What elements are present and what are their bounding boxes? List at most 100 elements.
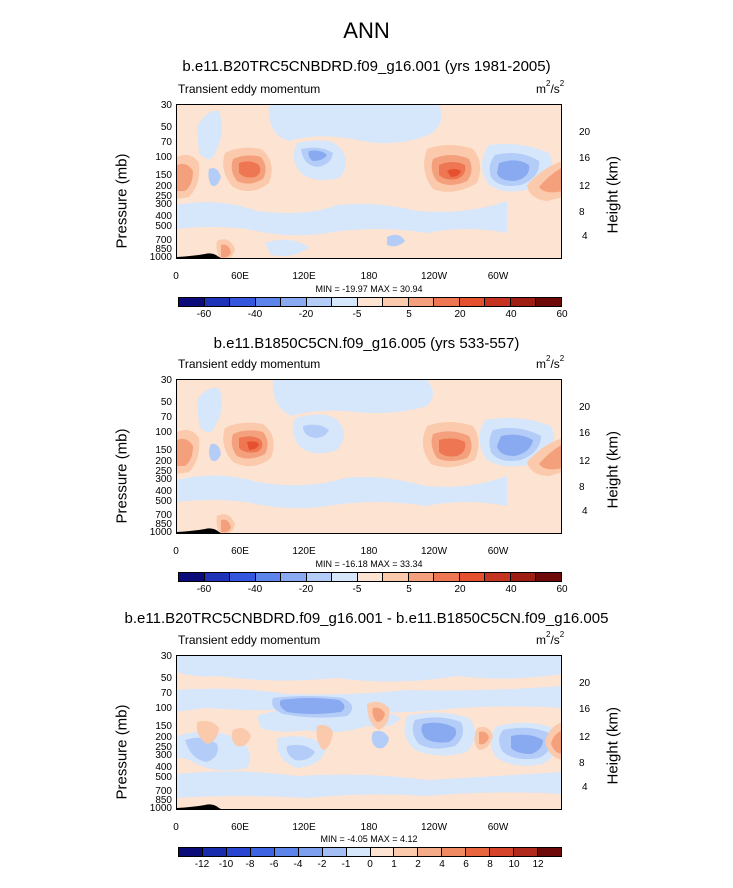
panel-3-title: b.e11.B20TRC5CNBDRD.f09_g16.001 - b.e11.… (124, 610, 609, 627)
positive-region (239, 161, 261, 178)
negative-region (497, 160, 530, 181)
colorbar-box (255, 298, 282, 306)
colorbar-box (332, 573, 358, 581)
panel-2-colorbar (178, 572, 562, 582)
ytick: 150 (155, 721, 172, 732)
topography (177, 253, 221, 258)
ytick: 250 (155, 466, 172, 477)
colorbar-label: 20 (454, 309, 466, 320)
colorbar-box (202, 848, 227, 856)
colorbar-box (370, 848, 395, 856)
ytick: 1000 (149, 527, 172, 538)
xtick: 60E (231, 546, 249, 557)
panel-2-contour-field (177, 380, 561, 533)
ytick: 100 (155, 152, 172, 163)
panel-2-ylabel: Pressure (mb) (113, 428, 131, 524)
panel-3-minmax: MIN = -4.05 MAX = 4.12 (320, 834, 418, 844)
ytick: 500 (155, 221, 172, 232)
positive-region (177, 438, 193, 466)
ytick-right: 16 (579, 704, 591, 715)
ytick-right: 4 (582, 231, 588, 242)
negative-region (387, 234, 405, 247)
ytick-right: 12 (579, 181, 591, 192)
ytick: 250 (155, 742, 172, 753)
ytick: 70 (160, 688, 172, 699)
panel-1-ylabel-right: Height (km) (604, 155, 622, 234)
xtick: 120E (292, 271, 316, 282)
colorbar-label: -4 (293, 859, 303, 870)
colorbar-box (274, 848, 299, 856)
colorbar-box (230, 573, 256, 581)
panel-1-contour-field (177, 105, 561, 258)
colorbar-box (357, 298, 384, 306)
ytick: 50 (160, 122, 172, 133)
panel-1-minmax: MIN = -19.97 MAX = 30.94 (315, 284, 423, 294)
ytick: 700 (155, 510, 172, 521)
page-title: ANN (343, 18, 390, 43)
negative-region (303, 424, 329, 438)
colorbar-label: -60 (196, 309, 212, 320)
positive-region (551, 730, 561, 754)
xtick: 120W (420, 822, 448, 833)
ytick-right: 16 (579, 153, 591, 164)
colorbar-box (442, 848, 467, 856)
negative-region (265, 239, 309, 256)
negative-region (208, 168, 221, 186)
colorbar-box (226, 848, 251, 856)
panel-1-units: m2/s2 (536, 79, 565, 96)
ytick-right: 4 (582, 506, 588, 517)
negative-region (177, 656, 561, 682)
negative-region (209, 443, 221, 462)
topography (177, 804, 221, 809)
colorbar-box (536, 573, 561, 581)
colorbar-box (281, 298, 307, 306)
ytick: 700 (155, 235, 172, 246)
negative-region (497, 434, 533, 456)
xtick: 60E (231, 822, 249, 833)
ytick: 500 (155, 496, 172, 507)
positive-region (247, 441, 259, 450)
colorbar-box (332, 298, 358, 306)
ytick-right: 8 (579, 482, 585, 493)
positive-region (196, 720, 219, 744)
panel-1-title: b.e11.B20TRC5CNBDRD.f09_g16.001 (yrs 198… (182, 58, 551, 75)
colorbar-label: 8 (487, 859, 493, 870)
colorbar-box (346, 848, 371, 856)
panel-3-contour-field (177, 656, 561, 809)
ytick-right: 12 (579, 732, 591, 743)
xtick: 0 (173, 822, 179, 833)
colorbar-label: 12 (532, 859, 544, 870)
xtick: 120E (292, 546, 316, 557)
colorbar-box (204, 298, 231, 306)
ytick: 70 (160, 412, 172, 423)
panel-3-colorbar (178, 847, 562, 857)
panel-1-colorbar (178, 297, 562, 307)
positive-region (231, 728, 251, 747)
colorbar-label: 4 (439, 859, 445, 870)
colorbar-box (485, 298, 511, 306)
negative-region (177, 475, 507, 509)
ytick: 70 (160, 137, 172, 148)
colorbar-label: 10 (508, 859, 520, 870)
positive-region (177, 163, 193, 191)
ytick: 30 (160, 375, 172, 386)
xtick: 60W (487, 822, 509, 833)
ytick: 250 (155, 191, 172, 202)
negative-region (308, 150, 327, 161)
ytick: 200 (155, 456, 172, 467)
ytick: 850 (155, 244, 172, 255)
ytick: 100 (155, 703, 172, 714)
positive-region (479, 731, 489, 745)
colorbar-box (306, 298, 333, 306)
ytick: 1000 (149, 252, 172, 263)
colorbar-box (322, 848, 347, 856)
ytick: 50 (160, 397, 172, 408)
colorbar-label: -20 (298, 309, 314, 320)
ytick: 400 (155, 486, 172, 497)
negative-region (197, 387, 222, 433)
colorbar-label: 60 (556, 584, 568, 595)
ytick-right: 20 (579, 127, 591, 138)
colorbar-box (514, 848, 539, 856)
colorbar-label: 60 (556, 309, 568, 320)
positive-region (539, 445, 561, 470)
